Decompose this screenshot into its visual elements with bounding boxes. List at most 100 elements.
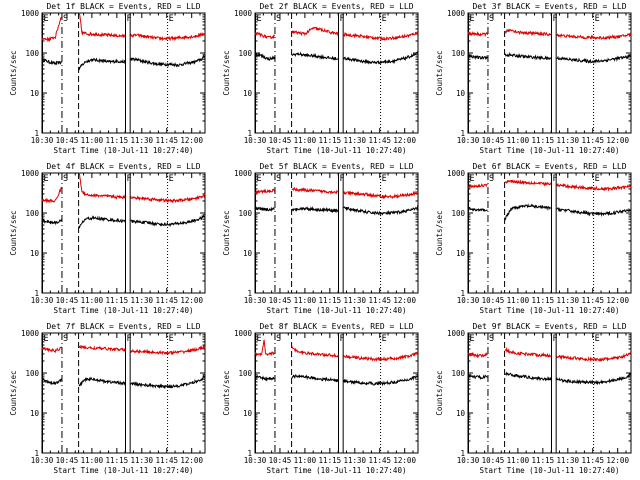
x-tick-label: 11:00 — [294, 136, 317, 145]
y-tick-label: 1 — [34, 289, 39, 298]
marker-label: F — [552, 174, 557, 184]
panel-title: Det 7f BLACK = Events, RED = LLD — [46, 322, 200, 331]
y-tick-label: 100 — [451, 209, 465, 218]
marker-label: E — [382, 14, 387, 24]
y-tick-label: 1 — [34, 449, 39, 458]
x-tick-label: 11:45 — [368, 136, 391, 145]
lld-trace — [467, 346, 632, 363]
marker-label: S — [276, 174, 281, 184]
x-tick-label: 11:15 — [106, 136, 129, 145]
y-tick-label: 1000 — [234, 9, 253, 18]
x-tick-label: 11:45 — [368, 456, 391, 465]
x-tick-label: 12:00 — [393, 456, 416, 465]
panel-title: Det 6f BLACK = Events, RED = LLD — [472, 162, 626, 171]
x-axis-label: Start Time (10-Jul-11 10:27:40) — [54, 306, 194, 315]
lld-trace — [41, 172, 206, 204]
x-tick-label: 11:15 — [532, 296, 555, 305]
x-axis-label: Start Time (10-Jul-11 10:27:40) — [267, 306, 407, 315]
marker-label: S — [63, 14, 68, 24]
events-trace — [467, 51, 632, 65]
plot-frame — [254, 12, 419, 134]
detector-panel: Det 5f BLACK = Events, RED = LLD 1 10 100 10… — [222, 162, 419, 315]
lld-trace — [254, 26, 419, 41]
y-tick-label: 1000 — [447, 169, 466, 178]
x-tick-label: 10:45 — [56, 296, 79, 305]
plot-frame — [467, 332, 632, 454]
x-tick-label: 12:00 — [180, 456, 203, 465]
lld-trace — [254, 339, 419, 362]
y-tick-label: 1000 — [234, 169, 253, 178]
events-trace — [254, 373, 419, 387]
marker-label: S — [276, 334, 281, 344]
y-tick-label: 100 — [25, 209, 39, 218]
x-tick-label: 11:15 — [319, 456, 342, 465]
marker-label: S — [489, 334, 494, 344]
x-tick-label: 12:00 — [393, 136, 416, 145]
y-tick-label: 1 — [247, 449, 252, 458]
x-tick-label: 11:30 — [344, 456, 367, 465]
marker-label: E — [43, 174, 48, 184]
detector-panel: Det 7f BLACK = Events, RED = LLD 1 10 100 10… — [9, 322, 206, 475]
x-tick-label: 11:00 — [507, 296, 530, 305]
marker-label: F — [126, 334, 131, 344]
marker-label: E — [169, 334, 174, 344]
x-tick-label: 11:15 — [532, 456, 555, 465]
x-tick-label: 10:30 — [457, 456, 480, 465]
plot-frame — [41, 172, 206, 294]
marker-label: E — [595, 174, 600, 184]
x-tick-label: 12:00 — [606, 296, 629, 305]
y-tick-label: 100 — [238, 209, 252, 218]
x-tick-label: 11:30 — [557, 456, 580, 465]
x-tick-label: 10:30 — [457, 136, 480, 145]
x-tick-label: 11:00 — [294, 456, 317, 465]
y-tick-label: 1000 — [447, 9, 466, 18]
marker-label: E — [169, 14, 174, 24]
x-tick-label: 11:15 — [106, 296, 129, 305]
x-tick-label: 11:30 — [131, 296, 154, 305]
y-axis-label: Counts/sec — [222, 370, 231, 415]
x-tick-label: 11:45 — [368, 296, 391, 305]
panel-title: Det 9f BLACK = Events, RED = LLD — [472, 322, 626, 331]
x-tick-label: 11:00 — [81, 136, 104, 145]
plot-frame — [467, 172, 632, 294]
y-tick-label: 10 — [30, 249, 40, 258]
x-tick-label: 12:00 — [606, 456, 629, 465]
x-tick-label: 10:45 — [482, 456, 505, 465]
x-tick-label: 11:00 — [507, 136, 530, 145]
y-axis-label: Counts/sec — [435, 50, 444, 95]
detector-panel: Det 3f BLACK = Events, RED = LLD 1 10 100 10… — [435, 2, 632, 155]
x-tick-label: 11:45 — [581, 296, 604, 305]
x-tick-label: 11:15 — [106, 456, 129, 465]
y-tick-label: 10 — [243, 89, 253, 98]
marker-label: F — [126, 14, 131, 24]
marker-label: E — [256, 14, 261, 24]
x-tick-label: 10:45 — [269, 296, 292, 305]
marker-label: S — [63, 174, 68, 184]
y-tick-label: 100 — [451, 369, 465, 378]
x-tick-label: 10:30 — [244, 296, 267, 305]
x-tick-label: 11:45 — [155, 296, 178, 305]
x-tick-label: 10:45 — [482, 136, 505, 145]
y-tick-label: 100 — [238, 49, 252, 58]
y-tick-label: 10 — [456, 409, 466, 418]
y-tick-label: 100 — [451, 49, 465, 58]
x-tick-label: 10:30 — [31, 296, 54, 305]
y-tick-label: 10 — [30, 409, 40, 418]
plot-frame — [41, 12, 206, 134]
lld-trace — [467, 28, 632, 41]
x-tick-label: 10:30 — [31, 456, 54, 465]
x-tick-label: 10:45 — [56, 456, 79, 465]
y-axis-label: Counts/sec — [9, 210, 18, 255]
y-tick-label: 1000 — [21, 169, 40, 178]
x-tick-label: 12:00 — [180, 296, 203, 305]
x-tick-label: 10:45 — [482, 296, 505, 305]
marker-label: S — [63, 334, 68, 344]
y-axis-label: Counts/sec — [9, 370, 18, 415]
y-tick-label: 10 — [30, 89, 40, 98]
events-trace — [41, 374, 206, 390]
panel-title: Det 5f BLACK = Events, RED = LLD — [259, 162, 413, 171]
x-tick-label: 10:30 — [244, 456, 267, 465]
y-tick-label: 1 — [460, 129, 465, 138]
detector-panel: Det 2f BLACK = Events, RED = LLD 1 10 100 10… — [222, 2, 419, 155]
